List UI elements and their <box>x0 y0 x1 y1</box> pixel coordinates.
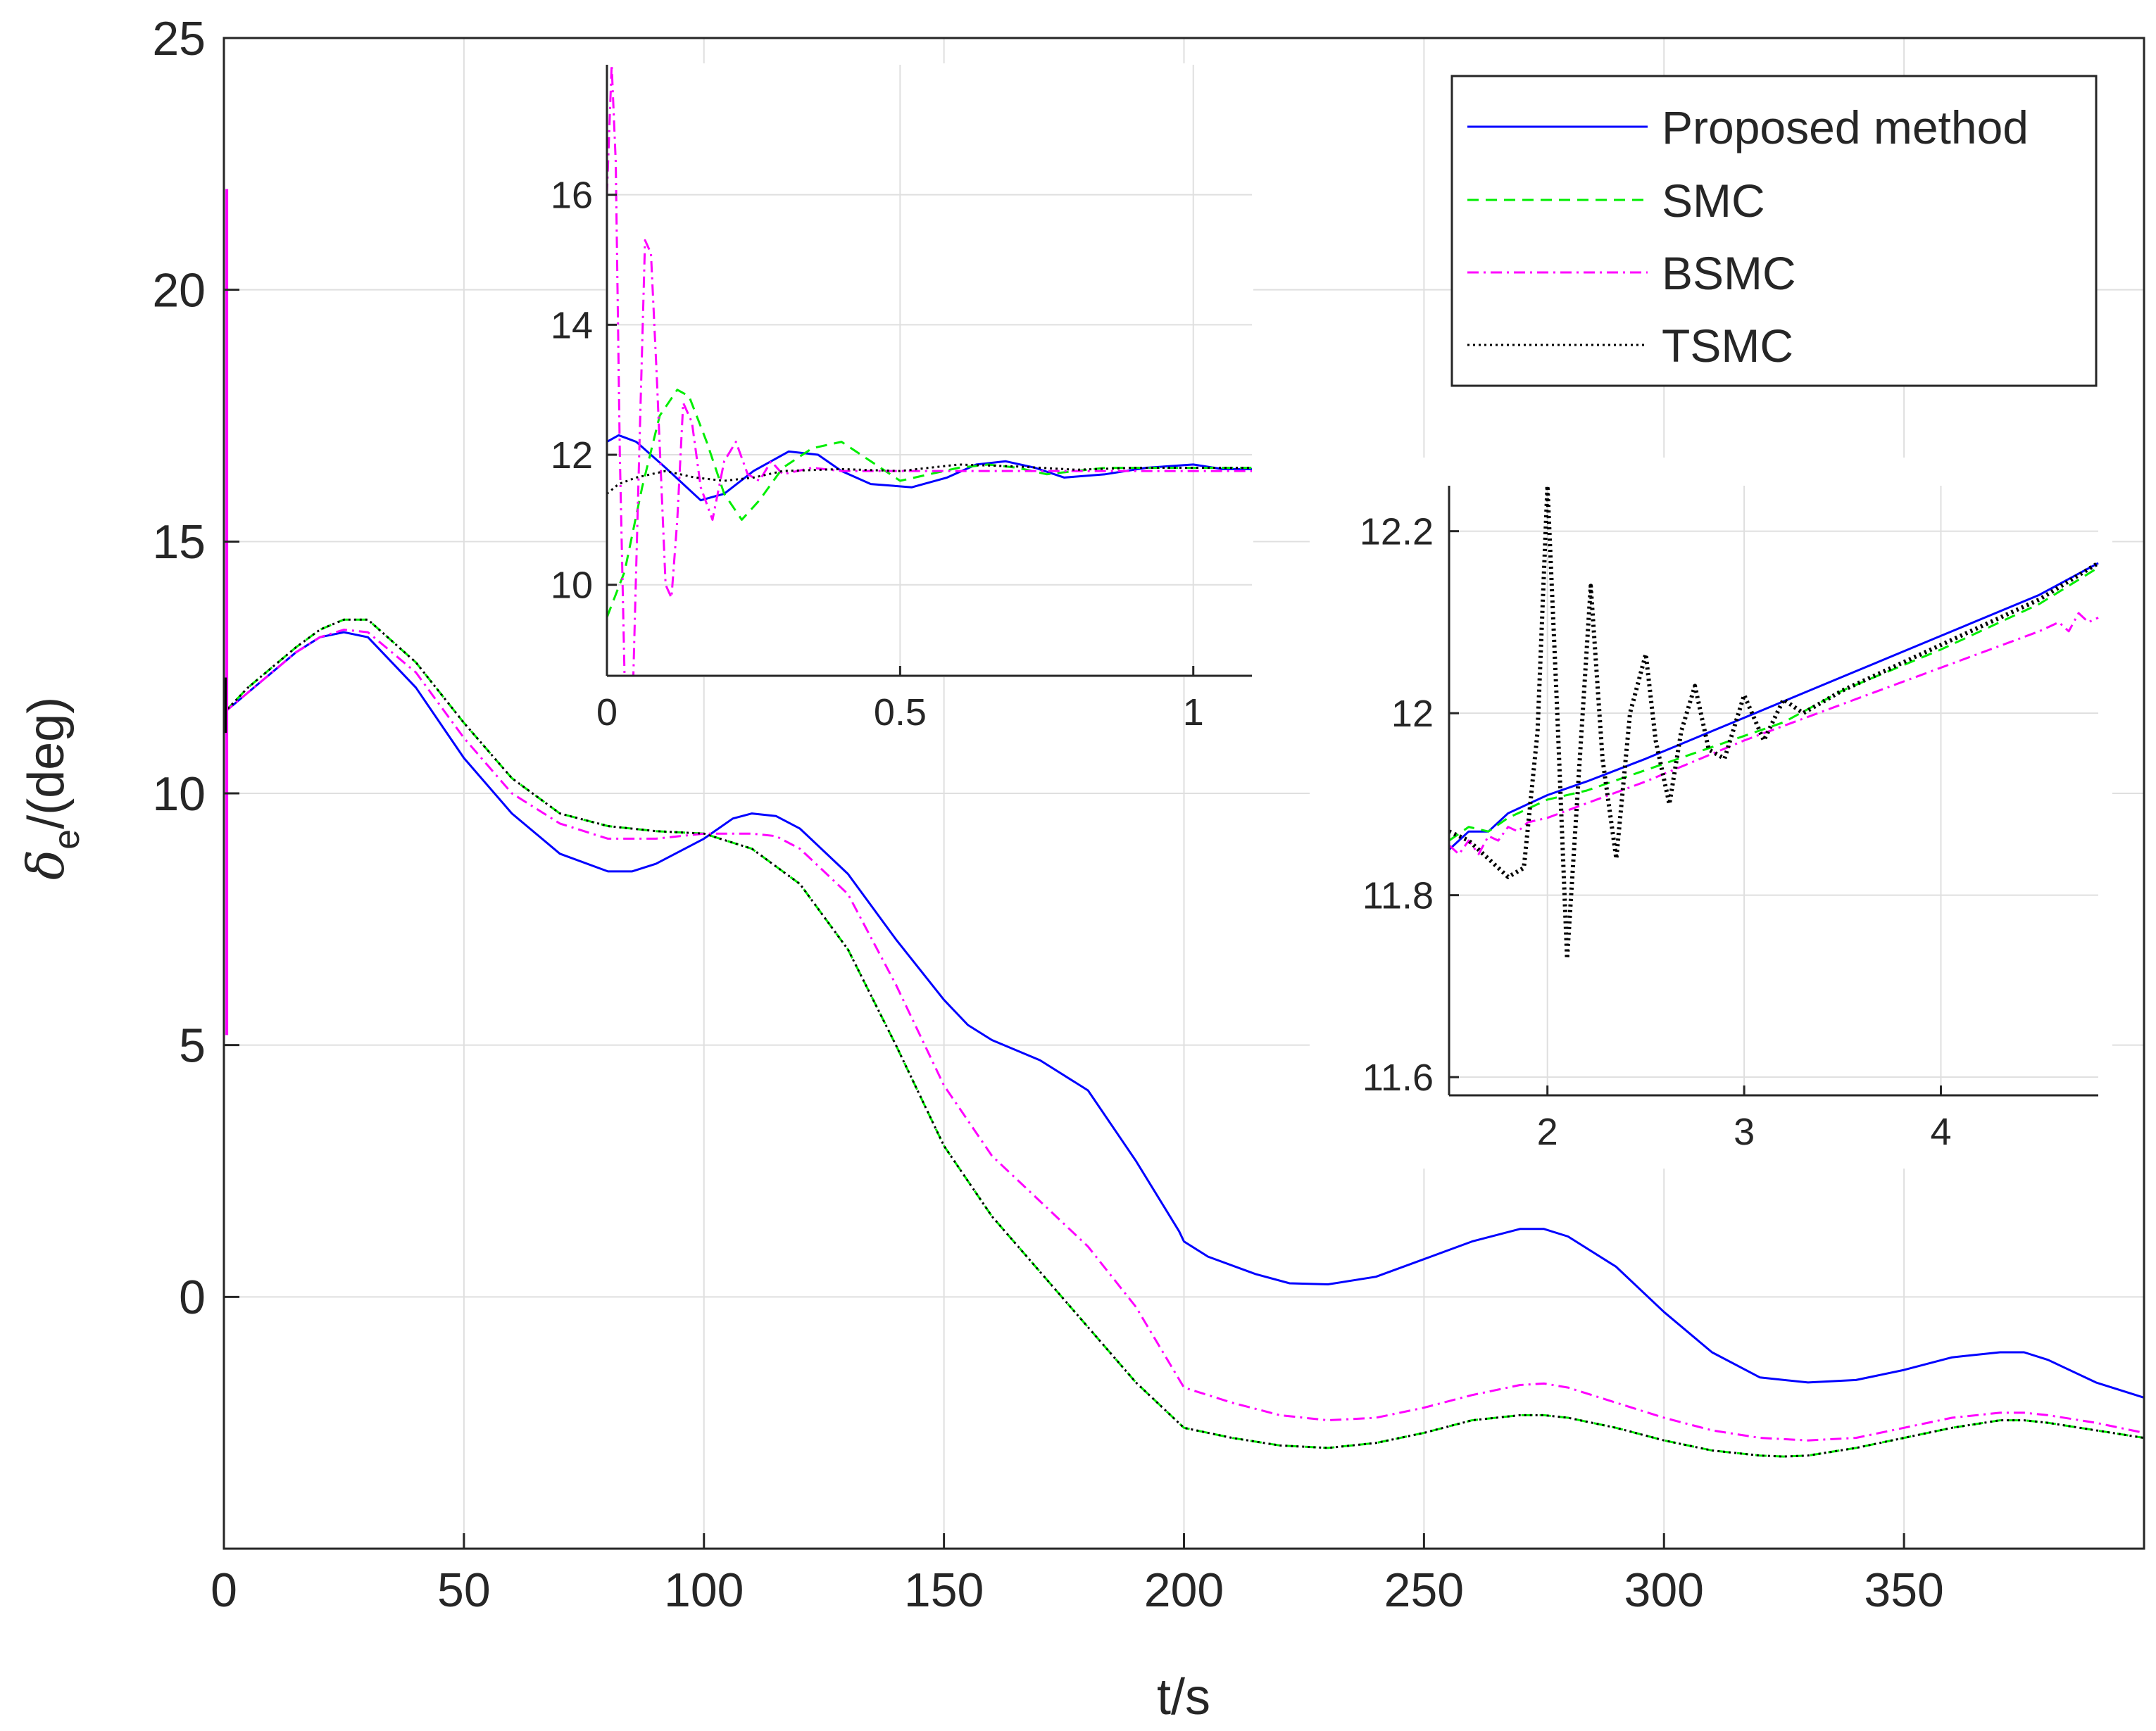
inset_start-xtick-label-0: 0 <box>596 691 618 734</box>
x-axis-label: t/s <box>1157 1669 1210 1725</box>
inset_mid-series-tsmc <box>1448 484 2100 962</box>
main-ytick-label-5: 25 <box>152 12 206 65</box>
inset-mid-background <box>1310 458 2112 1169</box>
main-ytick-label-4: 20 <box>152 263 206 317</box>
main-xtick-label-2: 100 <box>664 1563 744 1617</box>
inset-start-plot: 0 0.5 1 10 12 14 16 <box>551 63 1253 734</box>
inset_start-xtick-label-1: 0.5 <box>874 691 927 734</box>
y-axis-label: δe/(deg) <box>16 697 87 880</box>
legend-label-proposed: Proposed method <box>1662 101 2029 153</box>
inset_mid-series-bsmc <box>1448 612 2099 855</box>
y-axis-label-unit: /(deg) <box>18 697 75 829</box>
legend-label-smc: SMC <box>1662 175 1765 227</box>
inset-mid-series <box>1448 484 2100 962</box>
main-series-bsmc <box>223 629 2145 1442</box>
inset-start-ticks: 0 0.5 1 10 12 14 16 <box>551 65 1252 734</box>
main-series-proposed <box>223 631 2145 1399</box>
main-xtick-label-5: 250 <box>1384 1563 1464 1617</box>
legend: Proposed method SMC BSMC TSMC <box>1450 75 2098 387</box>
legend-label-tsmc: TSMC <box>1662 320 1793 372</box>
inset_mid-ytick-label-3: 12.2 <box>1360 511 1434 553</box>
main-ytick-label-3: 15 <box>152 515 206 569</box>
main-series-tsmc <box>223 618 2145 1458</box>
inset_mid-xtick-label-1: 3 <box>1734 1111 1755 1153</box>
inset_mid-xtick-label-0: 2 <box>1537 1111 1558 1153</box>
inset_start-ytick-label-0: 10 <box>551 565 593 607</box>
main-xtick-label-6: 300 <box>1624 1563 1704 1617</box>
main-ytick-label-0: 0 <box>179 1271 206 1324</box>
inset_start-ytick-label-2: 14 <box>551 304 593 346</box>
inset_mid-series-smc <box>1448 567 2099 842</box>
main-ytick-label-2: 10 <box>152 767 206 821</box>
inset_start-ytick-label-3: 16 <box>551 175 593 217</box>
main-series <box>223 189 2145 1458</box>
main-ytick-label-1: 5 <box>179 1019 206 1072</box>
inset-start-background <box>606 63 1253 677</box>
main-xtick-label-3: 150 <box>904 1563 984 1617</box>
inset_mid-ytick-label-2: 12 <box>1391 693 1434 735</box>
inset_start-xtick-label-2: 1 <box>1183 691 1204 734</box>
main-xtick-label-0: 0 <box>211 1563 237 1617</box>
inset-mid-ticks: 2 3 4 11.6 11.8 12 12.2 <box>1360 486 2098 1153</box>
legend-label-bsmc: BSMC <box>1662 247 1796 299</box>
inset-mid-plot: 2 3 4 11.6 11.8 12 12.2 <box>1310 458 2112 1169</box>
inset_mid-ytick-label-0: 11.6 <box>1362 1057 1434 1099</box>
main-xtick-label-7: 350 <box>1864 1563 1943 1617</box>
main-xtick-label-4: 200 <box>1144 1563 1224 1617</box>
inset_mid-xtick-label-2: 4 <box>1930 1111 1951 1153</box>
y-axis-label-subscript: e <box>46 829 87 850</box>
inset_start-ytick-label-1: 12 <box>551 434 593 477</box>
inset_mid-ytick-label-1: 11.8 <box>1362 875 1434 917</box>
main-xtick-label-1: 50 <box>437 1563 491 1617</box>
y-axis-label-symbol: δ <box>16 850 75 880</box>
